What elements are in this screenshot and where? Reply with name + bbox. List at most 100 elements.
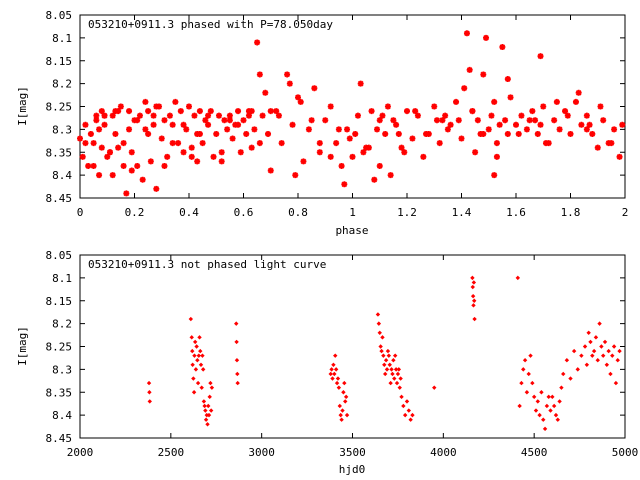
data-point — [499, 44, 506, 51]
data-point — [139, 176, 146, 183]
data-point — [207, 108, 214, 115]
data-point — [524, 390, 530, 395]
data-point — [322, 117, 329, 124]
data-point — [206, 403, 211, 409]
data-point — [504, 130, 511, 137]
data-point — [145, 108, 152, 115]
x-tick-label: 2500 — [158, 446, 185, 459]
data-point — [409, 135, 416, 142]
data-point — [575, 89, 582, 96]
data-point — [453, 98, 460, 105]
x-tick-label: 0.8 — [288, 206, 308, 219]
data-point — [521, 367, 526, 372]
data-point — [218, 158, 225, 165]
y-axis-label-bottom: I[mag] — [16, 326, 29, 366]
data-point — [396, 367, 402, 372]
data-point — [254, 39, 261, 46]
data-point — [541, 417, 546, 422]
data-point — [455, 117, 462, 124]
data-point — [316, 149, 323, 156]
data-point — [161, 117, 168, 124]
data-point — [442, 112, 449, 119]
data-point — [90, 162, 97, 169]
data-point — [553, 412, 559, 418]
data-point — [387, 172, 394, 179]
data-point — [195, 380, 201, 386]
data-point — [180, 149, 187, 156]
data-point — [354, 112, 361, 119]
tick-group-top: 0 0.2 0.4 0.6 0.8 1 1.2 1.4 1.6 1.8 2 8.05 8.1 8.15 8.… — [46, 9, 629, 219]
data-point — [343, 394, 349, 400]
data-point — [604, 362, 610, 367]
data-point — [398, 376, 403, 381]
data-point — [519, 380, 524, 386]
data-point — [142, 98, 149, 105]
data-point — [339, 417, 344, 422]
data-point — [128, 149, 135, 156]
data-point — [564, 112, 571, 119]
data-point — [528, 353, 533, 358]
x-tick-label: 0.6 — [234, 206, 254, 219]
data-point — [608, 140, 615, 147]
data-point — [533, 408, 539, 413]
data-point — [410, 412, 415, 418]
data-points-bottom — [146, 275, 622, 432]
data-point — [395, 130, 402, 137]
data-point — [243, 130, 250, 137]
data-point — [387, 362, 392, 367]
data-point — [188, 153, 195, 160]
data-point — [196, 130, 203, 137]
data-point — [196, 108, 203, 115]
data-point — [77, 135, 83, 142]
data-point — [205, 121, 212, 128]
data-point — [431, 103, 438, 110]
data-point — [292, 172, 299, 179]
data-point — [531, 394, 537, 400]
data-point — [198, 348, 203, 354]
data-point — [245, 112, 252, 119]
data-point — [193, 367, 199, 372]
data-point — [397, 385, 402, 390]
data-point — [530, 380, 535, 386]
data-point — [371, 176, 378, 183]
data-point — [200, 353, 205, 358]
data-point — [93, 112, 100, 119]
data-point — [190, 348, 195, 354]
data-point — [601, 353, 606, 358]
data-point — [615, 358, 620, 363]
y-tick-label: 8.35 — [46, 146, 73, 159]
data-point — [399, 394, 404, 400]
data-point — [485, 126, 492, 133]
data-point — [395, 371, 401, 377]
data-point — [145, 130, 152, 137]
y-tick-label: 8.35 — [46, 386, 73, 399]
data-point — [386, 353, 392, 358]
data-point — [591, 348, 597, 354]
data-point — [382, 130, 389, 137]
data-point — [335, 126, 342, 133]
data-point — [338, 162, 345, 169]
data-point — [123, 190, 130, 197]
x-tick-label: 1.6 — [506, 206, 526, 219]
data-point — [548, 408, 553, 413]
data-point — [196, 353, 202, 358]
data-point — [334, 380, 340, 386]
data-point — [542, 426, 548, 432]
data-point — [251, 126, 258, 133]
data-point — [584, 362, 590, 367]
data-point — [537, 412, 542, 418]
data-point — [379, 112, 386, 119]
data-point — [349, 153, 356, 160]
data-point — [470, 293, 476, 299]
data-point — [376, 162, 383, 169]
data-point — [295, 94, 301, 101]
data-point — [469, 108, 476, 115]
data-point — [383, 358, 389, 363]
y-tick-label: 8.05 — [46, 249, 73, 262]
x-tick-label: 0.4 — [179, 206, 199, 219]
data-point — [343, 399, 348, 404]
data-point — [590, 353, 595, 358]
data-point — [564, 358, 570, 363]
data-points-top — [77, 30, 626, 197]
data-point — [491, 98, 498, 105]
